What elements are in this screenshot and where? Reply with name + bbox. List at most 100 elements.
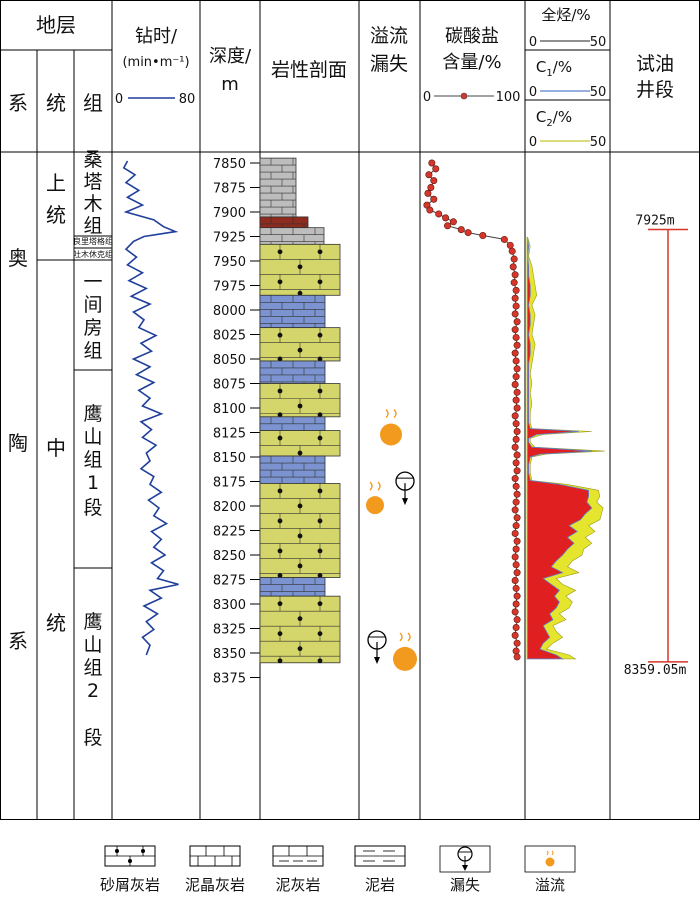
depth-tick-label: 8325 xyxy=(213,623,246,638)
header-drill-unit: (min•m⁻¹) xyxy=(122,55,189,70)
group-label-char: 鹰 xyxy=(83,403,102,425)
lithology-interval xyxy=(259,294,326,329)
carbonate-point xyxy=(513,467,521,475)
carbonate-point xyxy=(513,404,521,412)
legend-item: 泥岩 xyxy=(354,845,406,894)
carbonate-point xyxy=(512,482,520,490)
lithology-interval xyxy=(259,227,325,245)
group-label-char: 组 xyxy=(83,657,102,679)
test-interval-track: 7925m 8359.05m xyxy=(624,214,688,678)
header-test-1: 试油 xyxy=(636,53,674,75)
total-hc-scale-min: 0 xyxy=(529,35,537,50)
lithology-dot xyxy=(317,658,323,664)
legend-item: 泥灰岩 xyxy=(272,845,324,894)
depth-tick-label: 8075 xyxy=(213,378,246,393)
lithology-dot xyxy=(317,388,323,394)
legend-loss-arrow xyxy=(462,865,468,871)
overflow-icon xyxy=(393,632,417,671)
lithology-dot xyxy=(277,631,283,637)
carbonate-point xyxy=(513,639,521,647)
carbonate-point xyxy=(506,241,514,249)
group-label-char: 良里塔格组 xyxy=(73,236,113,246)
carbonate-point xyxy=(511,631,519,639)
depth-tick-label: 8100 xyxy=(213,402,246,417)
lithology-dot xyxy=(277,279,283,285)
lithology-interval xyxy=(259,577,326,597)
loss-arrow xyxy=(402,498,408,506)
lithology-interval xyxy=(259,483,341,578)
carbonate-point xyxy=(513,318,521,326)
carbonate-point xyxy=(512,522,520,530)
depth-axis: 7850 7875 7900 7925 7950 7975 8000 8025 8050 8075… xyxy=(213,157,260,687)
c1-area xyxy=(526,237,593,660)
legend-label: 溢流 xyxy=(535,876,565,894)
lithology-dot xyxy=(297,264,303,270)
carbonate-point xyxy=(449,218,457,226)
depth-tick-label: 8225 xyxy=(213,525,246,540)
overflow-wave xyxy=(369,481,381,491)
header-depth: 深度/ xyxy=(209,46,252,67)
lithology-dot xyxy=(297,450,303,456)
carbonate-point xyxy=(430,177,438,185)
legend-label: 砂屑灰岩 xyxy=(100,876,160,894)
carbonate-point xyxy=(427,184,435,192)
c1-scale-min: 0 xyxy=(529,85,537,100)
drill-time-line xyxy=(122,160,179,656)
carbonate-point xyxy=(513,428,521,436)
lithology-interval xyxy=(259,595,341,664)
depth-tick-label: 8275 xyxy=(213,574,246,589)
header-lithology: 岩性剖面 xyxy=(271,59,347,81)
header-test-2: 井段 xyxy=(636,79,674,101)
lithology-dot xyxy=(277,249,283,255)
lithology-dot xyxy=(297,646,303,652)
header-depth-unit: m xyxy=(221,74,239,95)
header-drill-time: 钻时/ xyxy=(135,26,178,47)
carbonate-point xyxy=(513,592,521,600)
lithology-dot xyxy=(317,488,323,494)
legend-overflow-wave xyxy=(546,850,554,856)
lithology-interval xyxy=(259,416,326,431)
carbonate-point xyxy=(457,226,465,234)
legend-dot xyxy=(141,849,145,853)
system-label-char: 系 xyxy=(8,629,28,653)
carbonate-point xyxy=(513,616,521,624)
carbonate-point xyxy=(512,624,520,632)
series-label-char: 统 xyxy=(46,611,66,635)
group-label-char: 段 xyxy=(83,497,102,519)
depth-tick-label: 7925 xyxy=(213,231,246,246)
carbonate-point xyxy=(509,263,517,271)
lithology-fill xyxy=(259,216,309,229)
lithology-interval xyxy=(259,216,309,229)
carbonate-point xyxy=(511,326,519,334)
loss-arrow xyxy=(374,657,380,664)
legend-item: 溢流 xyxy=(524,845,576,894)
lithology-dot xyxy=(297,503,303,509)
group-label-char: 山 xyxy=(83,426,102,448)
carbonate-point xyxy=(512,396,520,404)
event-column xyxy=(366,409,417,671)
carbonate-point xyxy=(425,171,433,179)
header-group: 组 xyxy=(83,91,103,115)
lithology-dot xyxy=(317,548,323,554)
carbonate-point xyxy=(511,608,519,616)
depth-tick-label: 7850 xyxy=(213,157,246,172)
overflow-wave xyxy=(399,632,411,642)
carbonate-point xyxy=(511,380,519,388)
lithology-interval xyxy=(259,383,341,418)
carbonate-point xyxy=(513,514,521,522)
lithology-fill xyxy=(259,157,297,218)
carbonate-point xyxy=(510,279,518,287)
carbonate-point xyxy=(511,475,519,483)
carbonate-point xyxy=(513,569,521,577)
carbonate-point xyxy=(511,412,519,420)
group-label-char: 组 xyxy=(83,449,102,471)
chart-header: 地层 系 统 组 钻时/ (min•m⁻¹) 0 80 深度/ m 岩性剖面 溢… xyxy=(8,6,674,150)
carbonate-point xyxy=(428,159,436,167)
overflow-icon xyxy=(380,409,402,446)
legend-item: 泥晶灰岩 xyxy=(185,845,245,894)
carbonate-point xyxy=(426,206,434,214)
lithology-dot xyxy=(277,601,283,607)
carbonate-point xyxy=(435,210,443,218)
lithology-dot xyxy=(277,356,283,362)
depth-tick-label: 8250 xyxy=(213,549,246,564)
